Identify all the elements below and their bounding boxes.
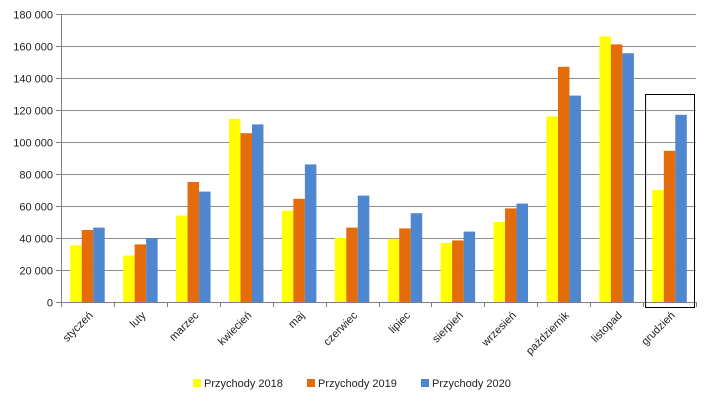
y-tick-label: 140 000 [13,74,53,86]
bar [81,230,94,302]
legend-swatch [193,379,201,387]
bar [240,133,252,302]
bar [399,228,411,302]
bar [440,242,453,302]
y-tick-label: 60 000 [19,202,53,214]
legend-swatch [307,379,315,387]
y-tick-label: 0 [47,298,53,310]
y-tick-label: 120 000 [13,106,53,118]
bar [199,191,211,302]
x-tick-label: sierpień [430,310,466,346]
bar [146,238,158,302]
bar [304,164,317,302]
y-tick-label: 160 000 [13,42,53,54]
bar [610,44,623,303]
legend-swatch [421,379,429,387]
bar [187,182,200,302]
bar [493,222,506,302]
bar [410,213,423,302]
highlight-rect [645,94,695,308]
bar [622,53,634,303]
legend-label: Przychody 2019 [318,378,397,390]
y-tick-label: 80 000 [19,170,53,182]
bars [70,36,687,303]
bar [505,208,517,302]
legend-label: Przychody 2020 [432,378,511,390]
bar [652,190,664,302]
bar [293,198,305,302]
bar [663,150,676,302]
bar [228,118,241,302]
bar [251,124,264,303]
bar [346,227,358,302]
bar [176,215,188,302]
bar [123,255,135,302]
bar [387,238,400,302]
x-tick-label: grudzień [639,310,677,348]
x-tick-label: kwiecień [216,310,254,348]
legend: Przychody 2018 Przychody 2019 Przychody 20… [193,378,511,390]
bar [599,36,611,303]
x-tick-label: luty [128,309,149,330]
axes [56,14,697,307]
bar [557,66,570,302]
bar [675,114,687,302]
bar [357,195,370,302]
y-tick-label: 40 000 [19,234,53,246]
y-tick-label: 20 000 [19,266,53,278]
x-tick-label: lipiec [387,309,414,336]
bar [281,210,294,302]
y-tick-label: 180 000 [13,10,53,22]
x-axis-tick-labels: styczeń luty marzec kwiecień maj czerwiec lipi… [61,309,678,357]
bar [546,116,558,303]
bar [334,238,347,302]
x-tick-label: wrzesień [479,310,519,350]
y-tick-label: 100 000 [13,138,53,150]
x-tick-label: październik [524,309,572,357]
x-tick-label: czerwiec [321,309,360,348]
x-tick-label: maj [286,310,307,331]
bar [516,203,529,302]
highlight-box-grudzien [645,94,695,308]
bar [93,227,105,302]
bar [452,240,464,302]
gridlines [61,14,696,303]
bar [569,95,581,302]
bar [463,231,476,302]
x-tick-label: styczeń [61,310,96,345]
y-axis-tick-labels: 0 20 000 40 000 60 000 80 000 100 000 120 000 1… [13,10,53,310]
legend-label: Przychody 2018 [204,378,283,390]
bar [134,244,147,302]
x-tick-label: marzec [167,309,201,343]
x-tick-label: listopad [589,310,624,345]
bar [70,245,82,302]
